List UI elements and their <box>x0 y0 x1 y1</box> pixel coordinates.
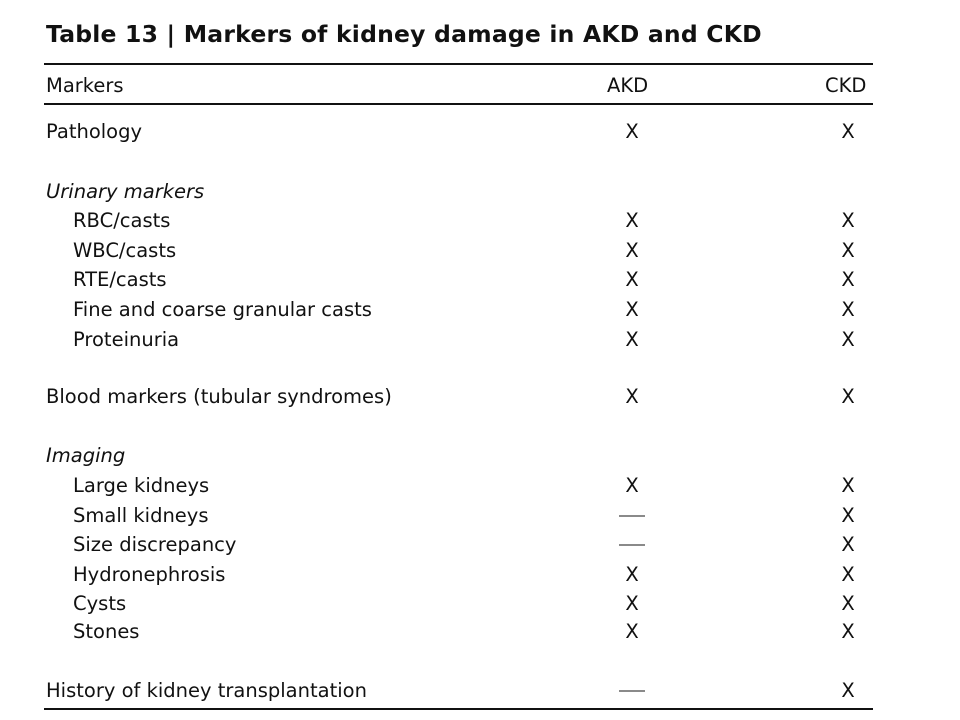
row-label: Large kidneys <box>73 474 210 497</box>
akd-mark: X <box>625 328 639 351</box>
table-13: Table 13 | Markers of kidney damage in A… <box>44 0 873 720</box>
table-row-rbc-casts: RBC/casts X X <box>44 207 873 235</box>
ckd-mark: X <box>841 239 855 262</box>
ckd-mark: X <box>841 679 855 702</box>
row-label: Blood markers (tubular syndromes) <box>46 385 392 408</box>
column-header-markers: Markers <box>46 74 124 97</box>
row-label: Hydronephrosis <box>73 563 226 586</box>
akd-mark: X <box>625 120 639 143</box>
row-label: Proteinuria <box>73 328 180 351</box>
ckd-mark: X <box>841 563 855 586</box>
top-rule <box>44 63 873 65</box>
akd-mark <box>612 677 652 705</box>
ckd-mark: X <box>841 385 855 408</box>
row-label: RTE/casts <box>73 268 167 291</box>
akd-mark: X <box>625 298 639 321</box>
akd-mark: X <box>625 563 639 586</box>
section-heading-urinary-markers: Urinary markers <box>44 178 873 206</box>
ckd-mark: X <box>841 474 855 497</box>
table-row-hydronephrosis: Hydronephrosis X X <box>44 561 873 589</box>
row-label: Fine and coarse granular casts <box>73 298 372 321</box>
akd-mark: X <box>625 385 639 408</box>
not-applicable-dash <box>619 689 645 692</box>
ckd-mark: X <box>841 592 855 615</box>
row-label: RBC/casts <box>73 209 171 232</box>
ckd-mark: X <box>841 268 855 291</box>
table-row-wbc-casts: WBC/casts X X <box>44 237 873 265</box>
akd-mark <box>612 531 652 559</box>
table-title: Table 13 | Markers of kidney damage in A… <box>46 20 762 48</box>
table-row-blood-markers: Blood markers (tubular syndromes) X X <box>44 383 873 411</box>
ckd-mark: X <box>841 120 855 143</box>
row-label: Pathology <box>46 120 143 143</box>
table-row-granular-casts: Fine and coarse granular casts X X <box>44 296 873 324</box>
section-heading-imaging: Imaging <box>44 442 873 470</box>
section-label: Urinary markers <box>46 180 205 203</box>
table-row-proteinuria: Proteinuria X X <box>44 326 873 354</box>
akd-mark: X <box>625 239 639 262</box>
table-row-cysts: Cysts X X <box>44 590 873 618</box>
ckd-mark: X <box>841 328 855 351</box>
table-row-size-discrepancy: Size discrepancy X <box>44 531 873 559</box>
akd-mark: X <box>625 592 639 615</box>
akd-mark: X <box>625 209 639 232</box>
not-applicable-dash <box>619 543 645 546</box>
row-label: WBC/casts <box>73 239 177 262</box>
ckd-mark: X <box>841 533 855 556</box>
table-row-pathology: Pathology X X <box>44 118 873 146</box>
akd-mark: X <box>625 620 639 643</box>
table-row-rte-casts: RTE/casts X X <box>44 266 873 294</box>
row-label: Small kidneys <box>73 504 209 527</box>
section-label: Imaging <box>46 444 126 467</box>
row-label: Stones <box>73 620 140 643</box>
table-row-small-kidneys: Small kidneys X <box>44 502 873 530</box>
table-row-large-kidneys: Large kidneys X X <box>44 472 873 500</box>
bottom-rule <box>44 708 873 710</box>
akd-mark <box>612 502 652 530</box>
ckd-mark: X <box>841 298 855 321</box>
ckd-mark: X <box>841 504 855 527</box>
row-label: Size discrepancy <box>73 533 237 556</box>
row-label: History of kidney transplantation <box>46 679 367 702</box>
not-applicable-dash <box>619 514 645 517</box>
row-label: Cysts <box>73 592 127 615</box>
ckd-mark: X <box>841 209 855 232</box>
table-row-stones: Stones X X <box>44 618 873 646</box>
ckd-mark: X <box>841 620 855 643</box>
table-row-kidney-transplant: History of kidney transplantation X <box>44 677 873 705</box>
column-header-ckd: CKD <box>825 74 867 97</box>
akd-mark: X <box>625 268 639 291</box>
header-rule <box>44 103 873 105</box>
akd-mark: X <box>625 474 639 497</box>
column-header-akd: AKD <box>607 74 649 97</box>
